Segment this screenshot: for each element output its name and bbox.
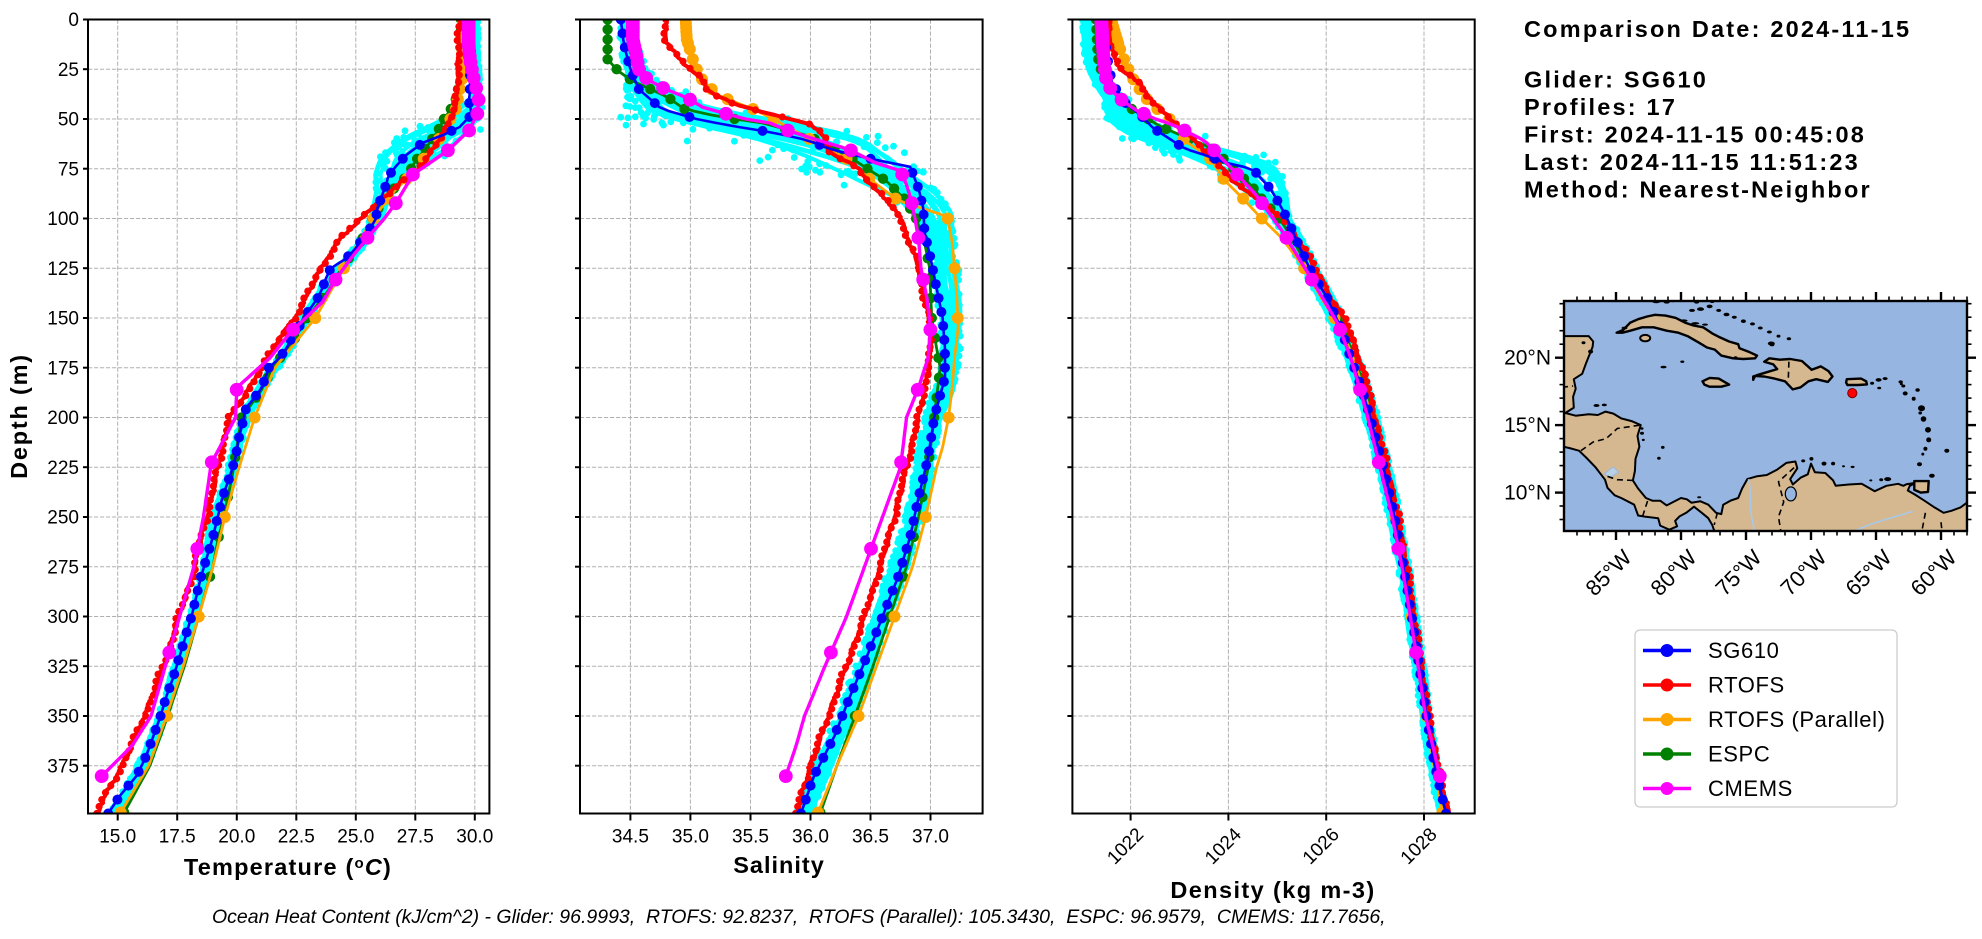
svg-text:15°N: 15°N <box>1504 414 1551 437</box>
svg-text:36.0: 36.0 <box>792 827 829 848</box>
svg-text:36.5: 36.5 <box>852 827 889 848</box>
svg-text:Profiles: 17: Profiles: 17 <box>1524 94 1677 120</box>
svg-text:375: 375 <box>47 756 79 777</box>
svg-text:25.0: 25.0 <box>337 827 374 848</box>
svg-text:10°N: 10°N <box>1504 482 1551 505</box>
svg-text:75: 75 <box>58 159 79 180</box>
svg-text:150: 150 <box>47 309 79 330</box>
svg-text:SG610: SG610 <box>1708 638 1780 663</box>
svg-text:17.5: 17.5 <box>159 827 196 848</box>
svg-text:34.5: 34.5 <box>612 827 649 848</box>
svg-text:15.0: 15.0 <box>99 827 136 848</box>
svg-text:37.0: 37.0 <box>912 827 949 848</box>
svg-text:CMEMS: CMEMS <box>1708 776 1793 801</box>
svg-text:20°N: 20°N <box>1504 347 1551 370</box>
svg-text:175: 175 <box>47 358 79 379</box>
svg-text:30.0: 30.0 <box>456 827 493 848</box>
svg-text:225: 225 <box>47 458 79 479</box>
svg-text:Depth (m): Depth (m) <box>6 353 32 479</box>
svg-text:0: 0 <box>68 10 79 31</box>
svg-text:First: 2024-11-15 00:45:08: First: 2024-11-15 00:45:08 <box>1524 122 1866 148</box>
svg-text:100: 100 <box>47 209 79 230</box>
svg-text:300: 300 <box>47 607 79 628</box>
svg-text:Comparison Date: 2024-11-15: Comparison Date: 2024-11-15 <box>1524 16 1911 42</box>
svg-text:Method: Nearest-Neighbor: Method: Nearest-Neighbor <box>1524 177 1872 203</box>
svg-text:50: 50 <box>58 110 79 131</box>
svg-text:Ocean Heat Content (kJ/cm^2) -: Ocean Heat Content (kJ/cm^2) - Glider: 9… <box>212 906 1386 928</box>
svg-text:35.5: 35.5 <box>732 827 769 848</box>
svg-text:RTOFS: RTOFS <box>1708 673 1785 698</box>
svg-text:25: 25 <box>58 60 79 81</box>
svg-text:Density (kg m-3): Density (kg m-3) <box>1170 877 1375 903</box>
svg-text:27.5: 27.5 <box>397 827 434 848</box>
svg-text:20.0: 20.0 <box>218 827 255 848</box>
svg-text:ESPC: ESPC <box>1708 742 1770 767</box>
svg-text:35.0: 35.0 <box>672 827 709 848</box>
svg-text:275: 275 <box>47 557 79 578</box>
svg-text:350: 350 <box>47 707 79 728</box>
svg-text:Salinity: Salinity <box>733 852 825 878</box>
svg-text:Glider: SG610: Glider: SG610 <box>1524 67 1708 93</box>
svg-text:200: 200 <box>47 408 79 429</box>
svg-text:Last: 2024-11-15 11:51:23: Last: 2024-11-15 11:51:23 <box>1524 149 1860 175</box>
svg-text:325: 325 <box>47 657 79 678</box>
svg-text:RTOFS (Parallel): RTOFS (Parallel) <box>1708 707 1886 732</box>
svg-text:22.5: 22.5 <box>278 827 315 848</box>
svg-text:250: 250 <box>47 508 79 529</box>
svg-text:125: 125 <box>47 259 79 280</box>
